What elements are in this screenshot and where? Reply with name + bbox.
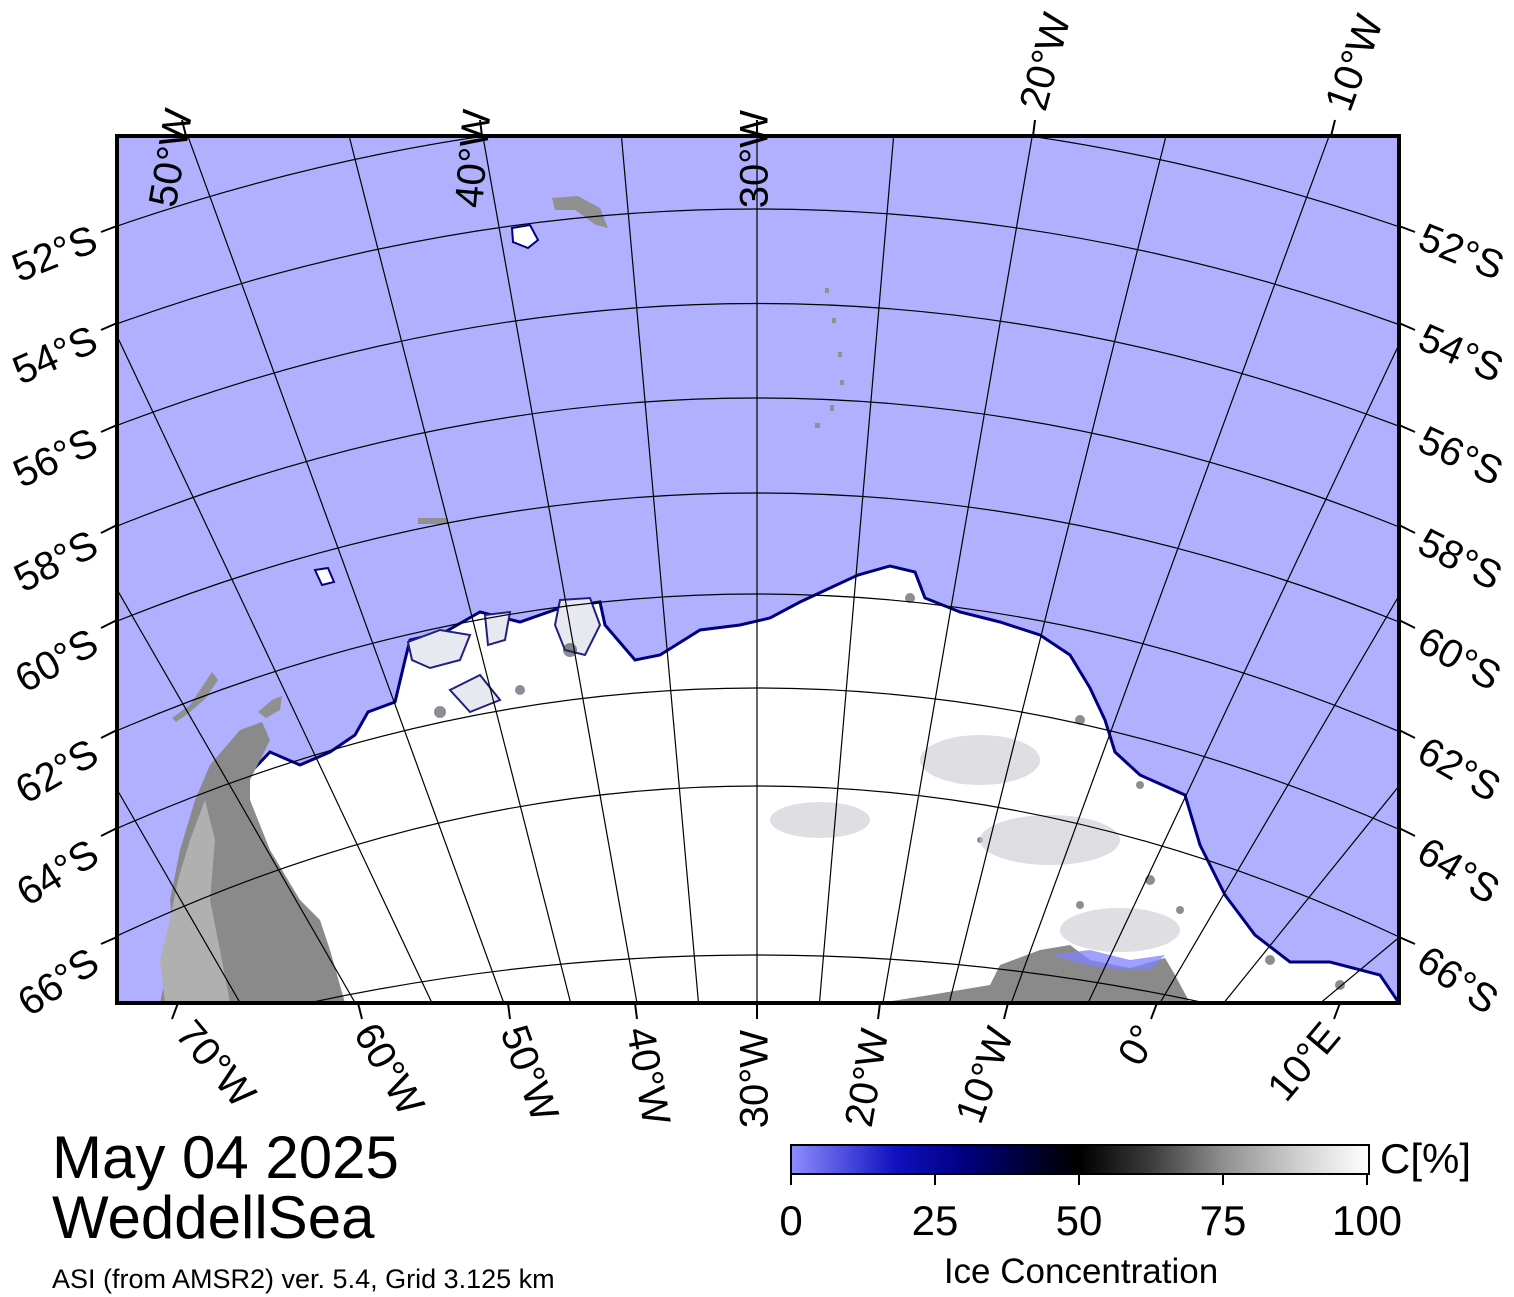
top-lon-label: 10°W [1317, 9, 1392, 117]
right-lat-label: 56°S [1412, 418, 1510, 495]
south-orkney-islands [313, 518, 448, 587]
bottom-lon-label: 60°W [345, 1016, 432, 1123]
right-lat-label: 54°S [1412, 316, 1510, 392]
colorbar-unit: C[%] [1380, 1135, 1472, 1182]
top-lon-label: 20°W [1011, 9, 1079, 116]
colorbar [790, 1144, 1370, 1175]
sandwich-islands [815, 288, 844, 428]
bottom-lon-label: 10°E [1259, 1014, 1349, 1109]
left-lat-label: 52°S [6, 217, 103, 290]
map-date: May 04 2025 [52, 1124, 399, 1191]
colorbar-tick [790, 1173, 792, 1185]
colorbar-tick-label: 75 [1199, 1197, 1247, 1244]
bottom-lon-label: 10°W [947, 1021, 1022, 1129]
right-lat-label: 52°S [1413, 215, 1510, 288]
left-lat-label: 54°S [6, 318, 104, 394]
ice-edge-floes [406, 596, 602, 714]
bottom-lon-label: 40°W [618, 1024, 678, 1129]
ice-texture-light [770, 735, 1180, 952]
left-latitude-labels: 52°S 54°S 56°S 58°S 60°S 62°S 64°S 66°S [6, 217, 107, 1025]
top-lon-label: 40°W [447, 108, 499, 210]
bottom-lon-label: 0° [1110, 1018, 1167, 1073]
colorbar-label: Ice Concentration [943, 1252, 1219, 1291]
right-lat-label: 58°S [1411, 520, 1509, 599]
bottom-lon-label: 20°W [837, 1026, 897, 1131]
region-name: WeddellSea [52, 1184, 375, 1251]
colorbar-tick-label: 25 [911, 1197, 959, 1244]
product-caption: ASI (from AMSR2) ver. 5.4, Grid 3.125 km [52, 1264, 555, 1294]
frame-ticks [100, 119, 1416, 1020]
colorbar-tick [934, 1173, 936, 1185]
colorbar-tick-label: 50 [1055, 1197, 1103, 1244]
left-lat-label: 64°S [9, 831, 106, 915]
left-lat-label: 58°S [7, 522, 105, 601]
bottom-lon-label: 30°W [733, 1030, 777, 1128]
right-lat-label: 64°S [1410, 829, 1507, 913]
south-shetland-islands [172, 672, 282, 722]
right-lat-label: 66°S [1409, 938, 1506, 1023]
bottom-lon-label: 50°W [492, 1020, 567, 1128]
bottom-lon-label: 70°W [167, 1012, 264, 1116]
colorbar-tick-label: 100 [1331, 1197, 1403, 1244]
colorbar-tick [1366, 1173, 1368, 1185]
south-georgia [510, 196, 608, 250]
right-lat-label: 60°S [1411, 619, 1509, 700]
graticule-meridians [117, 136, 1399, 1003]
colorbar-tick [1222, 1173, 1224, 1185]
left-lat-label: 62°S [8, 731, 105, 813]
bottom-longitude-labels: 70°W 60°W 50°W 40°W 30°W 20°W 10°W 0° 10… [167, 1012, 1349, 1130]
coastal-polynya [1050, 950, 1165, 970]
left-lat-label: 56°S [7, 420, 105, 497]
left-lat-label: 60°S [8, 621, 106, 702]
top-lon-label: 30°W [733, 110, 777, 208]
right-latitude-labels: 52°S 54°S 56°S 58°S 60°S 62°S 64°S 66°S [1409, 215, 1510, 1023]
left-lat-label: 66°S [10, 940, 107, 1025]
colorbar-tick [1078, 1173, 1080, 1185]
right-lat-label: 62°S [1410, 729, 1507, 811]
colorbar-tick-label: 0 [779, 1197, 803, 1244]
